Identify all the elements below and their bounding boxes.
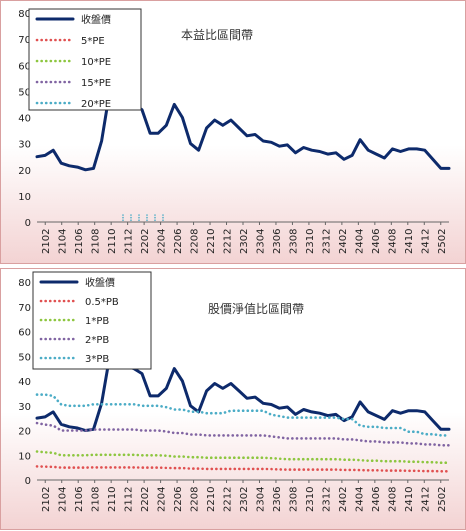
- pb-y-tick-label: 50: [18, 352, 31, 363]
- pe-series-line-0: [35, 69, 451, 172]
- pe-x-tick-label: 2206: [173, 229, 184, 254]
- pb-y-tick-label: 0: [25, 476, 31, 487]
- pe-x-tick-label: 2304: [255, 229, 266, 254]
- pb-legend-label: 0.5*PB: [85, 297, 119, 308]
- pe-x-tick-label: 2410: [404, 229, 415, 254]
- pe-chart-title: 本益比區間帶: [181, 28, 253, 42]
- pe-legend-label: 20*PE: [81, 99, 111, 110]
- pb-y-tick-label: 70: [18, 303, 31, 314]
- pe-x-tick-label: 2102: [41, 229, 52, 254]
- pb-x-tick-label: 2310: [305, 487, 316, 512]
- pb-series-line-3: [35, 421, 451, 447]
- pb-legend: [32, 271, 152, 370]
- pb-y-tick-label: 60: [18, 328, 31, 339]
- pb-x-tick-label: 2112: [124, 487, 135, 512]
- pb-x-tick-label: 2302: [239, 487, 250, 512]
- pe-x-tick-label: 2110: [107, 229, 118, 254]
- pe-x-tick-label: 2210: [206, 229, 217, 254]
- pb-x-tick-label: 2106: [74, 487, 85, 512]
- pe-band-chart: 0 10 20 30 40 50 60 70 80 2102 2104 2106 2108 2110 211…: [18, 8, 451, 254]
- pb-series-line-4: [35, 393, 451, 437]
- pb-series-line-2: [35, 450, 451, 464]
- pb-legend-label: 收盤價: [85, 276, 115, 289]
- pb-x-tick-label: 2404: [354, 487, 365, 512]
- pe-x-tick-label: 2310: [305, 229, 316, 254]
- pe-y-tick-label: 50: [18, 87, 31, 98]
- pe-y-tick-label: 20: [18, 166, 31, 177]
- pb-chart-title: 股價淨值比區間帶: [208, 301, 304, 316]
- pe-legend-label: 收盤價: [81, 13, 111, 26]
- pb-x-tick-label: 2208: [190, 487, 201, 512]
- pe-x-tick-label: 2108: [91, 229, 102, 254]
- pe-x-tick-label: 2106: [74, 229, 85, 254]
- pb-x-tick-label: 2406: [371, 487, 382, 512]
- pb-x-tick-label: 2306: [272, 487, 283, 512]
- pe-x-tick-label: 2212: [223, 229, 234, 254]
- pb-band-chart-panel: 0 10 20 30 40 50 60 70 80 2102 2104 2106 2108 2110 211…: [0, 268, 466, 530]
- pb-x-tick-label: 2102: [41, 487, 52, 512]
- pb-x-tick-label: 2206: [173, 487, 184, 512]
- pb-x-tick-label: 2104: [58, 487, 69, 512]
- pb-x-tick-label: 2110: [107, 487, 118, 512]
- pe-y-tick-label: 30: [18, 140, 31, 151]
- pb-y-tick-label: 30: [18, 402, 31, 413]
- pb-legend-label: 2*PB: [85, 335, 109, 346]
- pe-legend-label: 5*PE: [81, 36, 105, 47]
- pb-x-tick-label: 2312: [321, 487, 332, 512]
- pb-x-tick-label: 2212: [223, 487, 234, 512]
- pe-y-tick-label: 70: [18, 35, 31, 46]
- pe-y-tick-label: 40: [18, 114, 31, 125]
- pb-y-tick-label: 80: [18, 278, 31, 289]
- pe-x-tick-label: 2104: [58, 229, 69, 254]
- pb-y-tick-label: 10: [18, 451, 31, 462]
- pe-x-tick-label: 2502: [437, 229, 448, 254]
- pe-x-tick-label: 2406: [371, 229, 382, 254]
- pe-x-tick-label: 2202: [140, 229, 151, 254]
- pe-legend-label: 10*PE: [81, 57, 111, 68]
- pe-x-tick-label: 2112: [124, 229, 135, 254]
- pb-x-tick-label: 2502: [437, 487, 448, 512]
- pb-x-tick-label: 2412: [420, 487, 431, 512]
- pe-x-tick-label: 2306: [272, 229, 283, 254]
- pb-band-chart: 0 10 20 30 40 50 60 70 80 2102 2104 2106 2108 2110 211…: [18, 271, 451, 512]
- pb-y-tick-label: 40: [18, 377, 31, 388]
- pe-x-tick-label: 2308: [288, 229, 299, 254]
- pe-y-tick-label: 60: [18, 61, 31, 72]
- pb-legend-label: 3*PB: [85, 354, 109, 365]
- pe-y-tick-label: 0: [25, 218, 31, 229]
- pb-x-tick-label: 2210: [206, 487, 217, 512]
- pb-y-tick-label: 20: [18, 427, 31, 438]
- pe-x-tick-label: 2204: [157, 229, 168, 254]
- pb-x-tick-label: 2308: [288, 487, 299, 512]
- pe-y-tick-label: 10: [18, 192, 31, 203]
- pe-x-tick-label: 2412: [420, 229, 431, 254]
- pe-x-tick-label: 2312: [321, 229, 332, 254]
- pe-legend-label: 15*PE: [81, 78, 111, 89]
- pb-x-tick-label: 2108: [91, 487, 102, 512]
- pe-x-tick-label: 2402: [338, 229, 349, 254]
- pb-x-tick-label: 2202: [140, 487, 151, 512]
- pb-series-line-1: [35, 465, 451, 473]
- pb-legend-label: 1*PB: [85, 316, 109, 327]
- pb-x-tick-label: 2402: [338, 487, 349, 512]
- pe-x-tick-label: 2208: [190, 229, 201, 254]
- pe-band-chart-panel: 0 10 20 30 40 50 60 70 80 2102 2104 2106 2108 2110 211…: [0, 0, 466, 264]
- pb-x-tick-label: 2304: [255, 487, 266, 512]
- pb-x-tick-label: 2410: [404, 487, 415, 512]
- pb-series-line-0: [35, 335, 451, 432]
- pb-x-tick-label: 2408: [387, 487, 398, 512]
- pb-x-tick-label: 2204: [157, 487, 168, 512]
- pe-x-tick-label: 2408: [387, 229, 398, 254]
- pe-legend: [28, 8, 142, 111]
- pe-x-tick-label: 2404: [354, 229, 365, 254]
- pe-y-tick-label: 80: [18, 9, 31, 20]
- pe-x-tick-label: 2302: [239, 229, 250, 254]
